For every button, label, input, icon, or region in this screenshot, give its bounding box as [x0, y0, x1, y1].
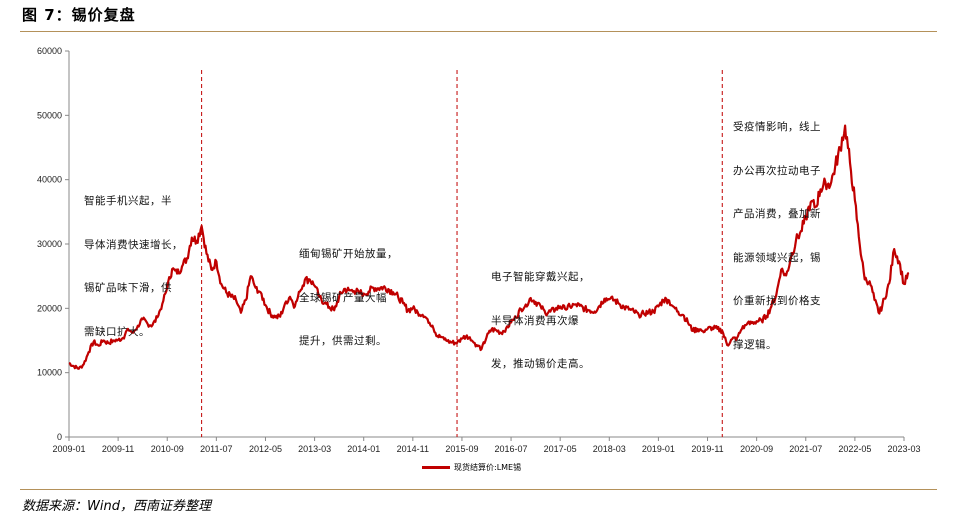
annotation-line: 智能手机兴起，半 — [84, 195, 172, 207]
annotation-line: 电子智能穿戴兴起， — [491, 271, 590, 283]
annotation-line: 缅甸锡矿开始放量， — [299, 248, 398, 260]
annotation-line: 价重新找到价格支 — [733, 295, 821, 307]
y-tick-label: 60000 — [37, 46, 62, 56]
annotation-line: 办公再次拉动电子 — [733, 164, 821, 177]
legend-label: 现货结算价:LME锡 — [454, 463, 522, 472]
x-tick-label: 2012-05 — [249, 444, 282, 454]
y-tick-label: 50000 — [37, 110, 62, 120]
x-tick-label: 2010-09 — [151, 444, 184, 454]
annotation-line: 提升，供需过剩。 — [299, 335, 387, 347]
y-tick-label: 20000 — [37, 303, 62, 313]
x-tick-label: 2009-01 — [52, 444, 85, 454]
annotation-line: 受疫情影响，线上 — [733, 121, 821, 133]
x-tick-label: 2023-03 — [887, 444, 920, 454]
x-tick-label: 2014-11 — [397, 444, 429, 454]
x-tick-label: 2014-01 — [347, 444, 380, 454]
x-tick-label: 2018-03 — [593, 444, 626, 454]
chart-legend: 现货结算价:LME锡 — [422, 462, 521, 473]
y-tick-label: 30000 — [37, 239, 62, 249]
annotation-line: 全球锡矿产量大幅 — [299, 291, 387, 304]
legend-swatch — [422, 466, 450, 469]
y-tick-label: 0 — [57, 432, 62, 442]
x-tick-label: 2011-07 — [200, 444, 232, 454]
x-tick-label: 2015-09 — [445, 444, 478, 454]
title-divider — [20, 31, 937, 32]
x-tick-label: 2020-09 — [740, 444, 773, 454]
annotation-line: 需缺口扩大。 — [84, 325, 150, 338]
y-tick-label: 40000 — [37, 175, 62, 185]
footer-divider — [20, 489, 937, 490]
x-tick-label: 2019-01 — [642, 444, 675, 454]
series-line-lme-tin — [68, 124, 910, 370]
x-tick-label: 2021-07 — [789, 444, 822, 454]
x-tick-label: 2013-03 — [298, 444, 331, 454]
x-tick-label: 2017-05 — [544, 444, 577, 454]
annotation-myanmar-supply: 缅甸锡矿开始放量， 全球锡矿产量大幅 提升，供需过剩。 — [299, 218, 398, 363]
annotation-line: 产品消费，叠加新 — [733, 208, 821, 220]
annotation-line: 发，推动锡价走高。 — [491, 358, 590, 370]
x-tick-label: 2009-11 — [102, 444, 134, 454]
annotation-smartphone-boom: 智能手机兴起，半 导体消费快速增长， 锡矿品味下滑，供 需缺口扩大。 — [84, 165, 183, 354]
x-tick-label: 2019-11 — [691, 444, 723, 454]
x-tick-label: 2022-05 — [838, 444, 871, 454]
figure-title: 图 7：锡价复盘 — [22, 6, 136, 24]
annotation-line: 撑逻辑。 — [733, 338, 777, 351]
annotation-line: 锡矿品味下滑，供 — [84, 282, 172, 294]
annotation-line: 导体消费快速增长， — [84, 238, 183, 251]
y-tick-label: 10000 — [37, 368, 62, 378]
annotation-pandemic: 受疫情影响，线上 办公再次拉动电子 产品消费，叠加新 能源领域兴起，锡 价重新找… — [733, 91, 821, 367]
annotation-line: 能源领域兴起，锡 — [733, 251, 821, 264]
x-tick-label: 2016-07 — [495, 444, 528, 454]
source-note: 数据来源：Wind，西南证券整理 — [22, 499, 211, 514]
annotation-wearables: 电子智能穿戴兴起， 半导体消费再次爆 发，推动锡价走高。 — [491, 241, 590, 386]
annotation-line: 半导体消费再次爆 — [491, 314, 579, 327]
